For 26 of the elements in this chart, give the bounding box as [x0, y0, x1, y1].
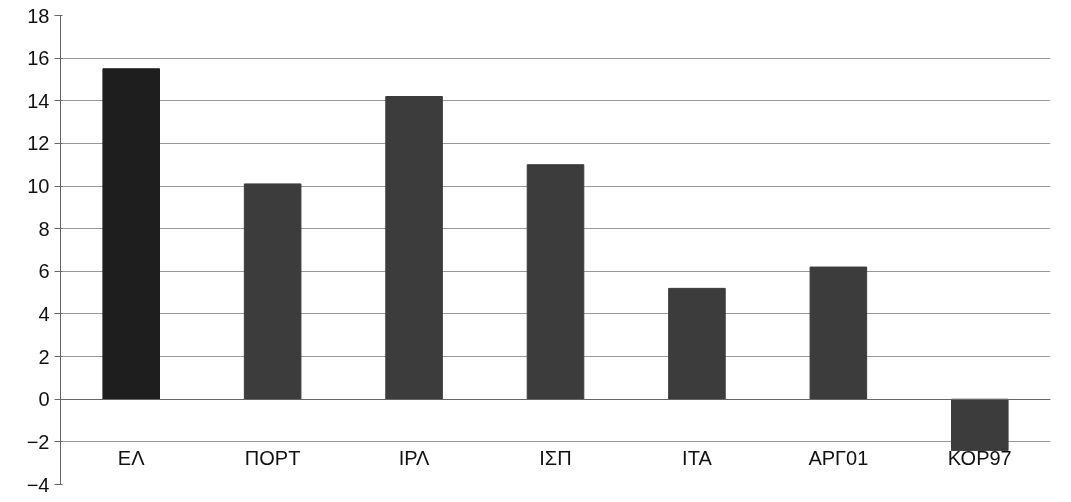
bar [668, 287, 726, 400]
y-tick-label: 0 [38, 388, 50, 411]
x-tick-label: ΙΤΑ [682, 447, 713, 470]
y-tick-label: 2 [38, 345, 50, 368]
x-tick-label: ΑΡΓ01 [808, 447, 869, 470]
bar [951, 398, 1009, 451]
y-tick-label: −4 [26, 473, 50, 496]
bar [526, 164, 585, 400]
y-tick-label: 4 [38, 302, 50, 325]
x-tick-label: ΕΛ [117, 447, 146, 470]
x-tick-label: ΠΟΡΤ [244, 447, 301, 470]
y-tick-label: 12 [27, 132, 50, 155]
x-tick-label: ΙΡΛ [398, 447, 431, 470]
bar [243, 183, 302, 400]
y-tick-label: 6 [38, 260, 50, 283]
y-tick-label: 8 [38, 217, 50, 240]
x-tick-label: ΚΟΡ97 [947, 447, 1012, 470]
y-tick-label: 14 [27, 89, 50, 112]
bar [102, 68, 160, 400]
x-tick-label: ΙΣΠ [539, 447, 572, 470]
bar [809, 266, 868, 400]
y-tick-label: 18 [27, 4, 50, 27]
bar [385, 96, 443, 400]
y-tick-label: −2 [26, 430, 50, 453]
y-tick-label: 10 [27, 175, 50, 198]
y-tick-label: 16 [27, 47, 50, 70]
